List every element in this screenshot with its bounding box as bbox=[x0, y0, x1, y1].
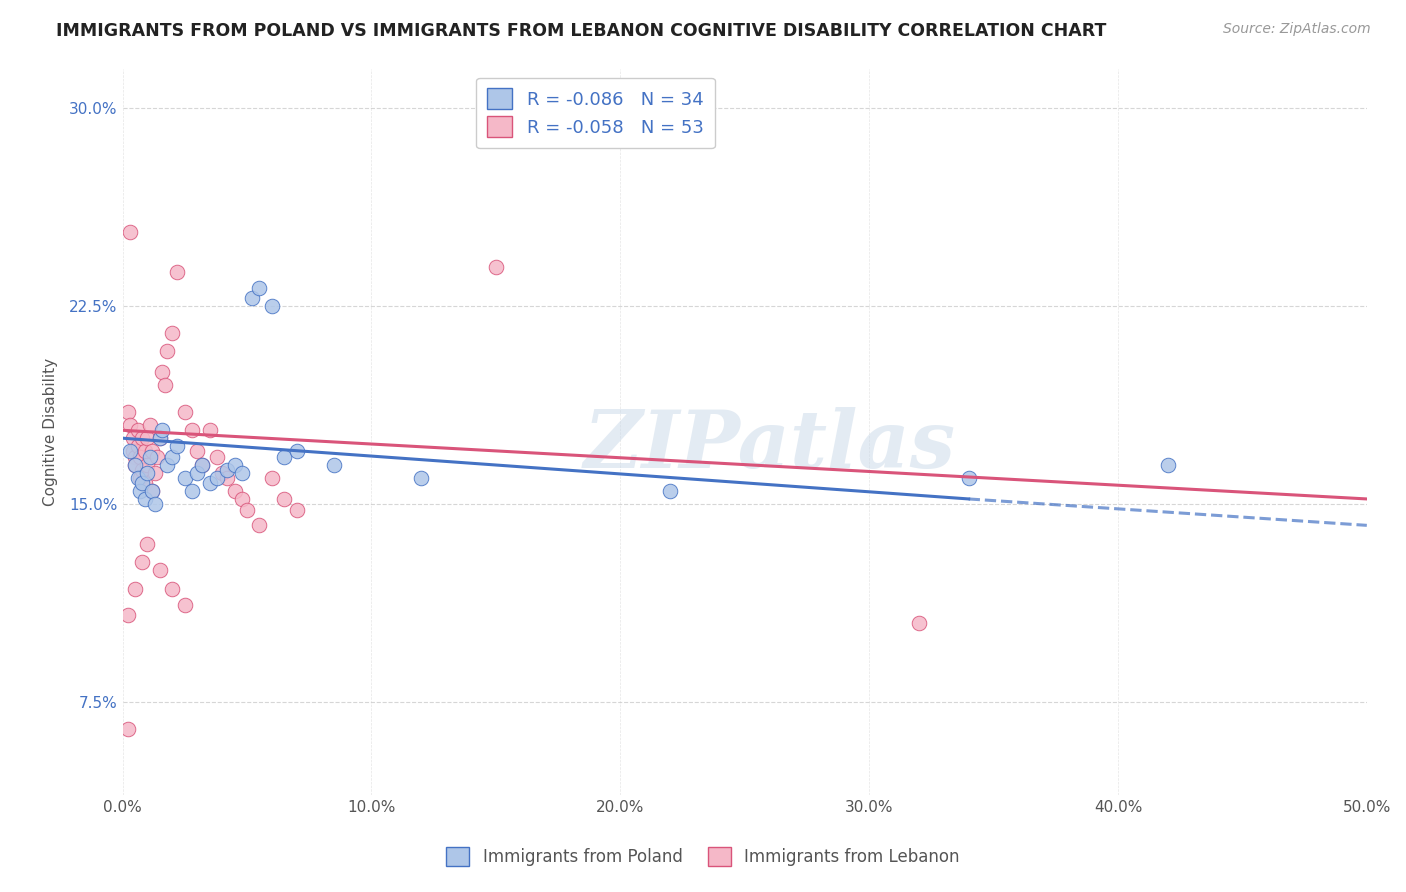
Point bbox=[124, 582, 146, 596]
Point bbox=[162, 450, 184, 464]
Legend: Immigrants from Poland, Immigrants from Lebanon: Immigrants from Poland, Immigrants from … bbox=[440, 840, 966, 873]
Legend: R = -0.086   N = 34, R = -0.058   N = 53: R = -0.086 N = 34, R = -0.058 N = 53 bbox=[477, 78, 714, 148]
Point bbox=[117, 722, 139, 736]
Point bbox=[224, 458, 246, 472]
Point bbox=[149, 431, 172, 445]
Point bbox=[143, 497, 166, 511]
Point bbox=[224, 483, 246, 498]
Point bbox=[139, 417, 162, 432]
Point bbox=[141, 483, 163, 498]
Text: Source: ZipAtlas.com: Source: ZipAtlas.com bbox=[1223, 22, 1371, 37]
Point bbox=[186, 444, 208, 458]
Point bbox=[1157, 458, 1180, 472]
Point bbox=[191, 458, 214, 472]
Point bbox=[131, 431, 153, 445]
Point bbox=[273, 450, 295, 464]
Point bbox=[485, 260, 508, 274]
Point bbox=[285, 502, 308, 516]
Point bbox=[162, 582, 184, 596]
Point bbox=[131, 476, 153, 491]
Point bbox=[249, 518, 271, 533]
Point bbox=[127, 439, 149, 453]
Point bbox=[129, 471, 152, 485]
Point bbox=[127, 471, 149, 485]
Point bbox=[136, 431, 159, 445]
Point bbox=[136, 537, 159, 551]
Point bbox=[162, 326, 184, 340]
Point bbox=[121, 444, 143, 458]
Point bbox=[285, 444, 308, 458]
Point bbox=[129, 450, 152, 464]
Point bbox=[149, 563, 172, 577]
Point bbox=[134, 476, 156, 491]
Point bbox=[205, 471, 228, 485]
Point bbox=[211, 466, 233, 480]
Point bbox=[411, 471, 433, 485]
Y-axis label: Cognitive Disability: Cognitive Disability bbox=[44, 358, 58, 506]
Point bbox=[173, 598, 195, 612]
Point bbox=[120, 417, 142, 432]
Point bbox=[323, 458, 346, 472]
Point bbox=[231, 491, 253, 506]
Point bbox=[121, 431, 143, 445]
Point bbox=[198, 476, 221, 491]
Point bbox=[134, 491, 156, 506]
Point bbox=[198, 423, 221, 437]
Point bbox=[120, 225, 142, 239]
Point bbox=[120, 444, 142, 458]
Point bbox=[152, 365, 174, 379]
Point bbox=[124, 458, 146, 472]
Point bbox=[166, 265, 188, 279]
Point bbox=[186, 466, 208, 480]
Point bbox=[236, 502, 259, 516]
Point bbox=[117, 608, 139, 623]
Text: ZIPatlas: ZIPatlas bbox=[583, 408, 956, 485]
Point bbox=[260, 471, 283, 485]
Point bbox=[141, 444, 163, 458]
Point bbox=[231, 466, 253, 480]
Point bbox=[146, 450, 169, 464]
Point bbox=[131, 463, 153, 477]
Point bbox=[131, 555, 153, 569]
Point bbox=[249, 281, 271, 295]
Point bbox=[181, 423, 204, 437]
Text: IMMIGRANTS FROM POLAND VS IMMIGRANTS FROM LEBANON COGNITIVE DISABILITY CORRELATI: IMMIGRANTS FROM POLAND VS IMMIGRANTS FRO… bbox=[56, 22, 1107, 40]
Point bbox=[217, 471, 239, 485]
Point bbox=[217, 463, 239, 477]
Point bbox=[156, 458, 179, 472]
Point bbox=[240, 291, 263, 305]
Point bbox=[908, 615, 931, 630]
Point bbox=[136, 466, 159, 480]
Point bbox=[149, 431, 172, 445]
Point bbox=[191, 458, 214, 472]
Point bbox=[173, 471, 195, 485]
Point bbox=[173, 405, 195, 419]
Point bbox=[141, 483, 163, 498]
Point bbox=[129, 483, 152, 498]
Point bbox=[117, 405, 139, 419]
Point bbox=[156, 344, 179, 359]
Point bbox=[124, 450, 146, 464]
Point bbox=[260, 299, 283, 313]
Point bbox=[957, 471, 980, 485]
Point bbox=[181, 483, 204, 498]
Point bbox=[152, 423, 174, 437]
Point bbox=[136, 458, 159, 472]
Point bbox=[127, 423, 149, 437]
Point bbox=[205, 450, 228, 464]
Point bbox=[166, 439, 188, 453]
Point bbox=[124, 458, 146, 472]
Point bbox=[143, 466, 166, 480]
Point bbox=[153, 378, 176, 392]
Point bbox=[659, 483, 682, 498]
Point bbox=[134, 444, 156, 458]
Point bbox=[273, 491, 295, 506]
Point bbox=[139, 450, 162, 464]
